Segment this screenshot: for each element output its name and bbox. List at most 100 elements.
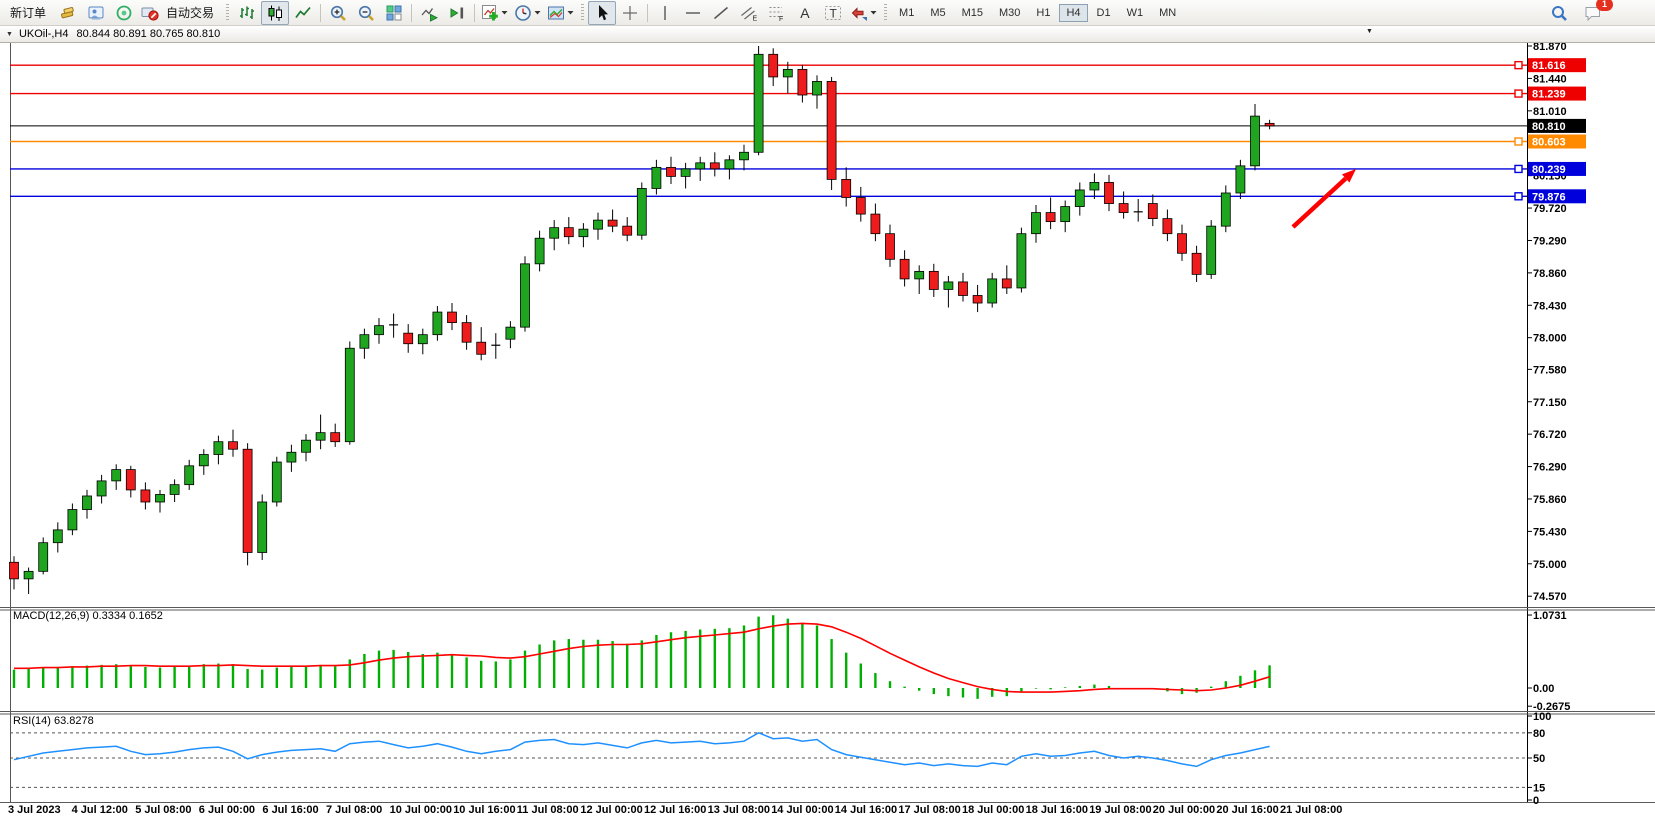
toolbar-grip[interactable] bbox=[581, 3, 585, 22]
date-label: 20 Jul 00:00 bbox=[1153, 804, 1215, 816]
new-order-button[interactable]: 新订单 bbox=[2, 1, 54, 25]
tile-windows-button[interactable] bbox=[380, 1, 408, 25]
cursor-button[interactable] bbox=[588, 0, 617, 25]
market-watch-button[interactable] bbox=[82, 1, 110, 25]
horizontal-line-icon bbox=[684, 4, 702, 22]
candle-body bbox=[140, 489, 151, 503]
chart-dropdown-icon[interactable]: ▼ bbox=[1366, 28, 1373, 35]
chart-canvas[interactable]: 81.87081.44081.01080.58080.15079.72079.2… bbox=[0, 41, 1655, 831]
tf-m1-button[interactable]: M1 bbox=[892, 4, 921, 22]
toolbar-grip[interactable] bbox=[226, 3, 230, 22]
candle-body bbox=[666, 166, 676, 177]
candle-body bbox=[67, 509, 78, 531]
candle-body bbox=[271, 461, 282, 503]
chart-shift-button[interactable] bbox=[443, 1, 471, 25]
crosshair-button[interactable] bbox=[616, 1, 644, 25]
line-chart-button[interactable] bbox=[289, 1, 317, 25]
chevron-down-icon[interactable] bbox=[567, 10, 574, 15]
tf-d1-button[interactable]: D1 bbox=[1090, 4, 1118, 22]
candlestick-chart-button[interactable] bbox=[261, 0, 290, 25]
annotation-arrow[interactable] bbox=[1291, 176, 1348, 229]
price-tick-label: 75.430 bbox=[1533, 526, 1567, 538]
tf-h4-button[interactable]: H4 bbox=[1059, 3, 1088, 22]
signals-button[interactable] bbox=[110, 1, 138, 25]
candle-body bbox=[914, 270, 925, 280]
price-tick-label: 74.570 bbox=[1533, 591, 1567, 603]
hline-marker[interactable] bbox=[1514, 89, 1523, 98]
main-toolbar: 新订单 自动交易 E F A T M1 M5 M15 M30 H1 H4 D1 W1 MN 1 bbox=[0, 0, 1655, 26]
vertical-line-button[interactable] bbox=[651, 1, 679, 25]
hline-marker[interactable] bbox=[1514, 137, 1523, 146]
zoom-in-button[interactable] bbox=[324, 1, 352, 25]
periods-button[interactable] bbox=[511, 1, 544, 25]
candle-body bbox=[461, 322, 472, 343]
horizontal-line-button[interactable] bbox=[679, 1, 707, 25]
candle-body bbox=[753, 53, 764, 153]
candle-body bbox=[1118, 203, 1129, 213]
chevron-down-icon[interactable] bbox=[870, 10, 877, 15]
date-label: 18 Jul 16:00 bbox=[1026, 804, 1088, 816]
tf-mn-button[interactable]: MN bbox=[1152, 4, 1183, 22]
toolbar-right-group: 1 bbox=[1545, 0, 1613, 25]
date-label: 6 Jul 00:00 bbox=[199, 804, 255, 816]
notifications-button[interactable]: 1 bbox=[1579, 0, 1613, 25]
hline-marker[interactable] bbox=[1514, 164, 1523, 174]
candle-body bbox=[549, 227, 560, 239]
bar-chart-button[interactable] bbox=[233, 1, 261, 25]
toolbar-separator bbox=[411, 3, 413, 22]
tf-h1-button[interactable]: H1 bbox=[1029, 4, 1057, 22]
fibonacci-button[interactable]: F bbox=[763, 1, 791, 25]
date-label: 10 Jul 00:00 bbox=[390, 804, 452, 816]
candle-body bbox=[841, 179, 852, 198]
price-tick-label: 77.580 bbox=[1533, 364, 1567, 376]
equidistant-channel-button[interactable]: E bbox=[735, 1, 763, 25]
text-button[interactable]: A bbox=[791, 1, 819, 25]
candle-body bbox=[1206, 225, 1217, 275]
new-order-button-label: 新订单 bbox=[10, 6, 47, 20]
candle-body bbox=[1264, 122, 1275, 127]
chevron-down-icon[interactable] bbox=[501, 10, 508, 15]
candle-body bbox=[1104, 182, 1114, 204]
candle-body bbox=[928, 270, 939, 290]
tf-w1-button[interactable]: W1 bbox=[1120, 4, 1151, 22]
rsi-line bbox=[13, 731, 1270, 768]
candle-body bbox=[1191, 252, 1202, 275]
candle-body bbox=[695, 162, 706, 170]
toolbar-grip[interactable] bbox=[884, 3, 888, 22]
candle-body bbox=[578, 228, 589, 238]
tf-m30-button[interactable]: M30 bbox=[992, 4, 1027, 22]
zoom-out-button[interactable] bbox=[352, 1, 380, 25]
macd-label: MACD(12,26,9) 0.3334 0.1652 bbox=[13, 610, 163, 622]
templates-button[interactable] bbox=[544, 1, 577, 25]
candle-body bbox=[432, 311, 443, 336]
candle-body bbox=[943, 281, 954, 290]
search-button[interactable] bbox=[1545, 1, 1573, 25]
chart-symbol-period: UKOil-,H4 bbox=[18, 28, 69, 40]
price-badge-label: 81.616 bbox=[1532, 60, 1566, 72]
trendline-button[interactable] bbox=[707, 1, 735, 25]
chart-window-button[interactable] bbox=[54, 1, 82, 25]
text-label-button[interactable]: T bbox=[819, 1, 847, 25]
annotation-arrow-head[interactable] bbox=[1341, 169, 1356, 183]
candle-body bbox=[724, 159, 735, 170]
hline-marker[interactable] bbox=[1514, 60, 1523, 70]
price-tick-label: 78.430 bbox=[1533, 300, 1567, 312]
tf-mn-button-label: MN bbox=[1159, 6, 1177, 19]
auto-scroll-button[interactable] bbox=[415, 1, 443, 25]
candle-body bbox=[476, 341, 487, 355]
chart-collapse-icon[interactable]: ▼ bbox=[6, 30, 13, 38]
arrows-button[interactable] bbox=[847, 1, 880, 25]
chevron-down-icon[interactable] bbox=[534, 10, 541, 15]
tf-m15-button[interactable]: M15 bbox=[955, 4, 990, 22]
autotrading-button[interactable]: 自动交易 bbox=[138, 1, 222, 25]
date-label: 14 Jul 16:00 bbox=[835, 804, 897, 816]
indicators-button[interactable] bbox=[478, 1, 511, 25]
candle-body bbox=[38, 542, 49, 572]
autotrading-icon bbox=[141, 4, 159, 22]
candle-body bbox=[374, 325, 384, 336]
hline-marker[interactable] bbox=[1514, 192, 1523, 201]
tf-m5-button[interactable]: M5 bbox=[923, 4, 952, 22]
candle-body bbox=[651, 166, 662, 189]
candle-body bbox=[709, 162, 720, 170]
price-tick-label: 75.000 bbox=[1533, 559, 1567, 571]
